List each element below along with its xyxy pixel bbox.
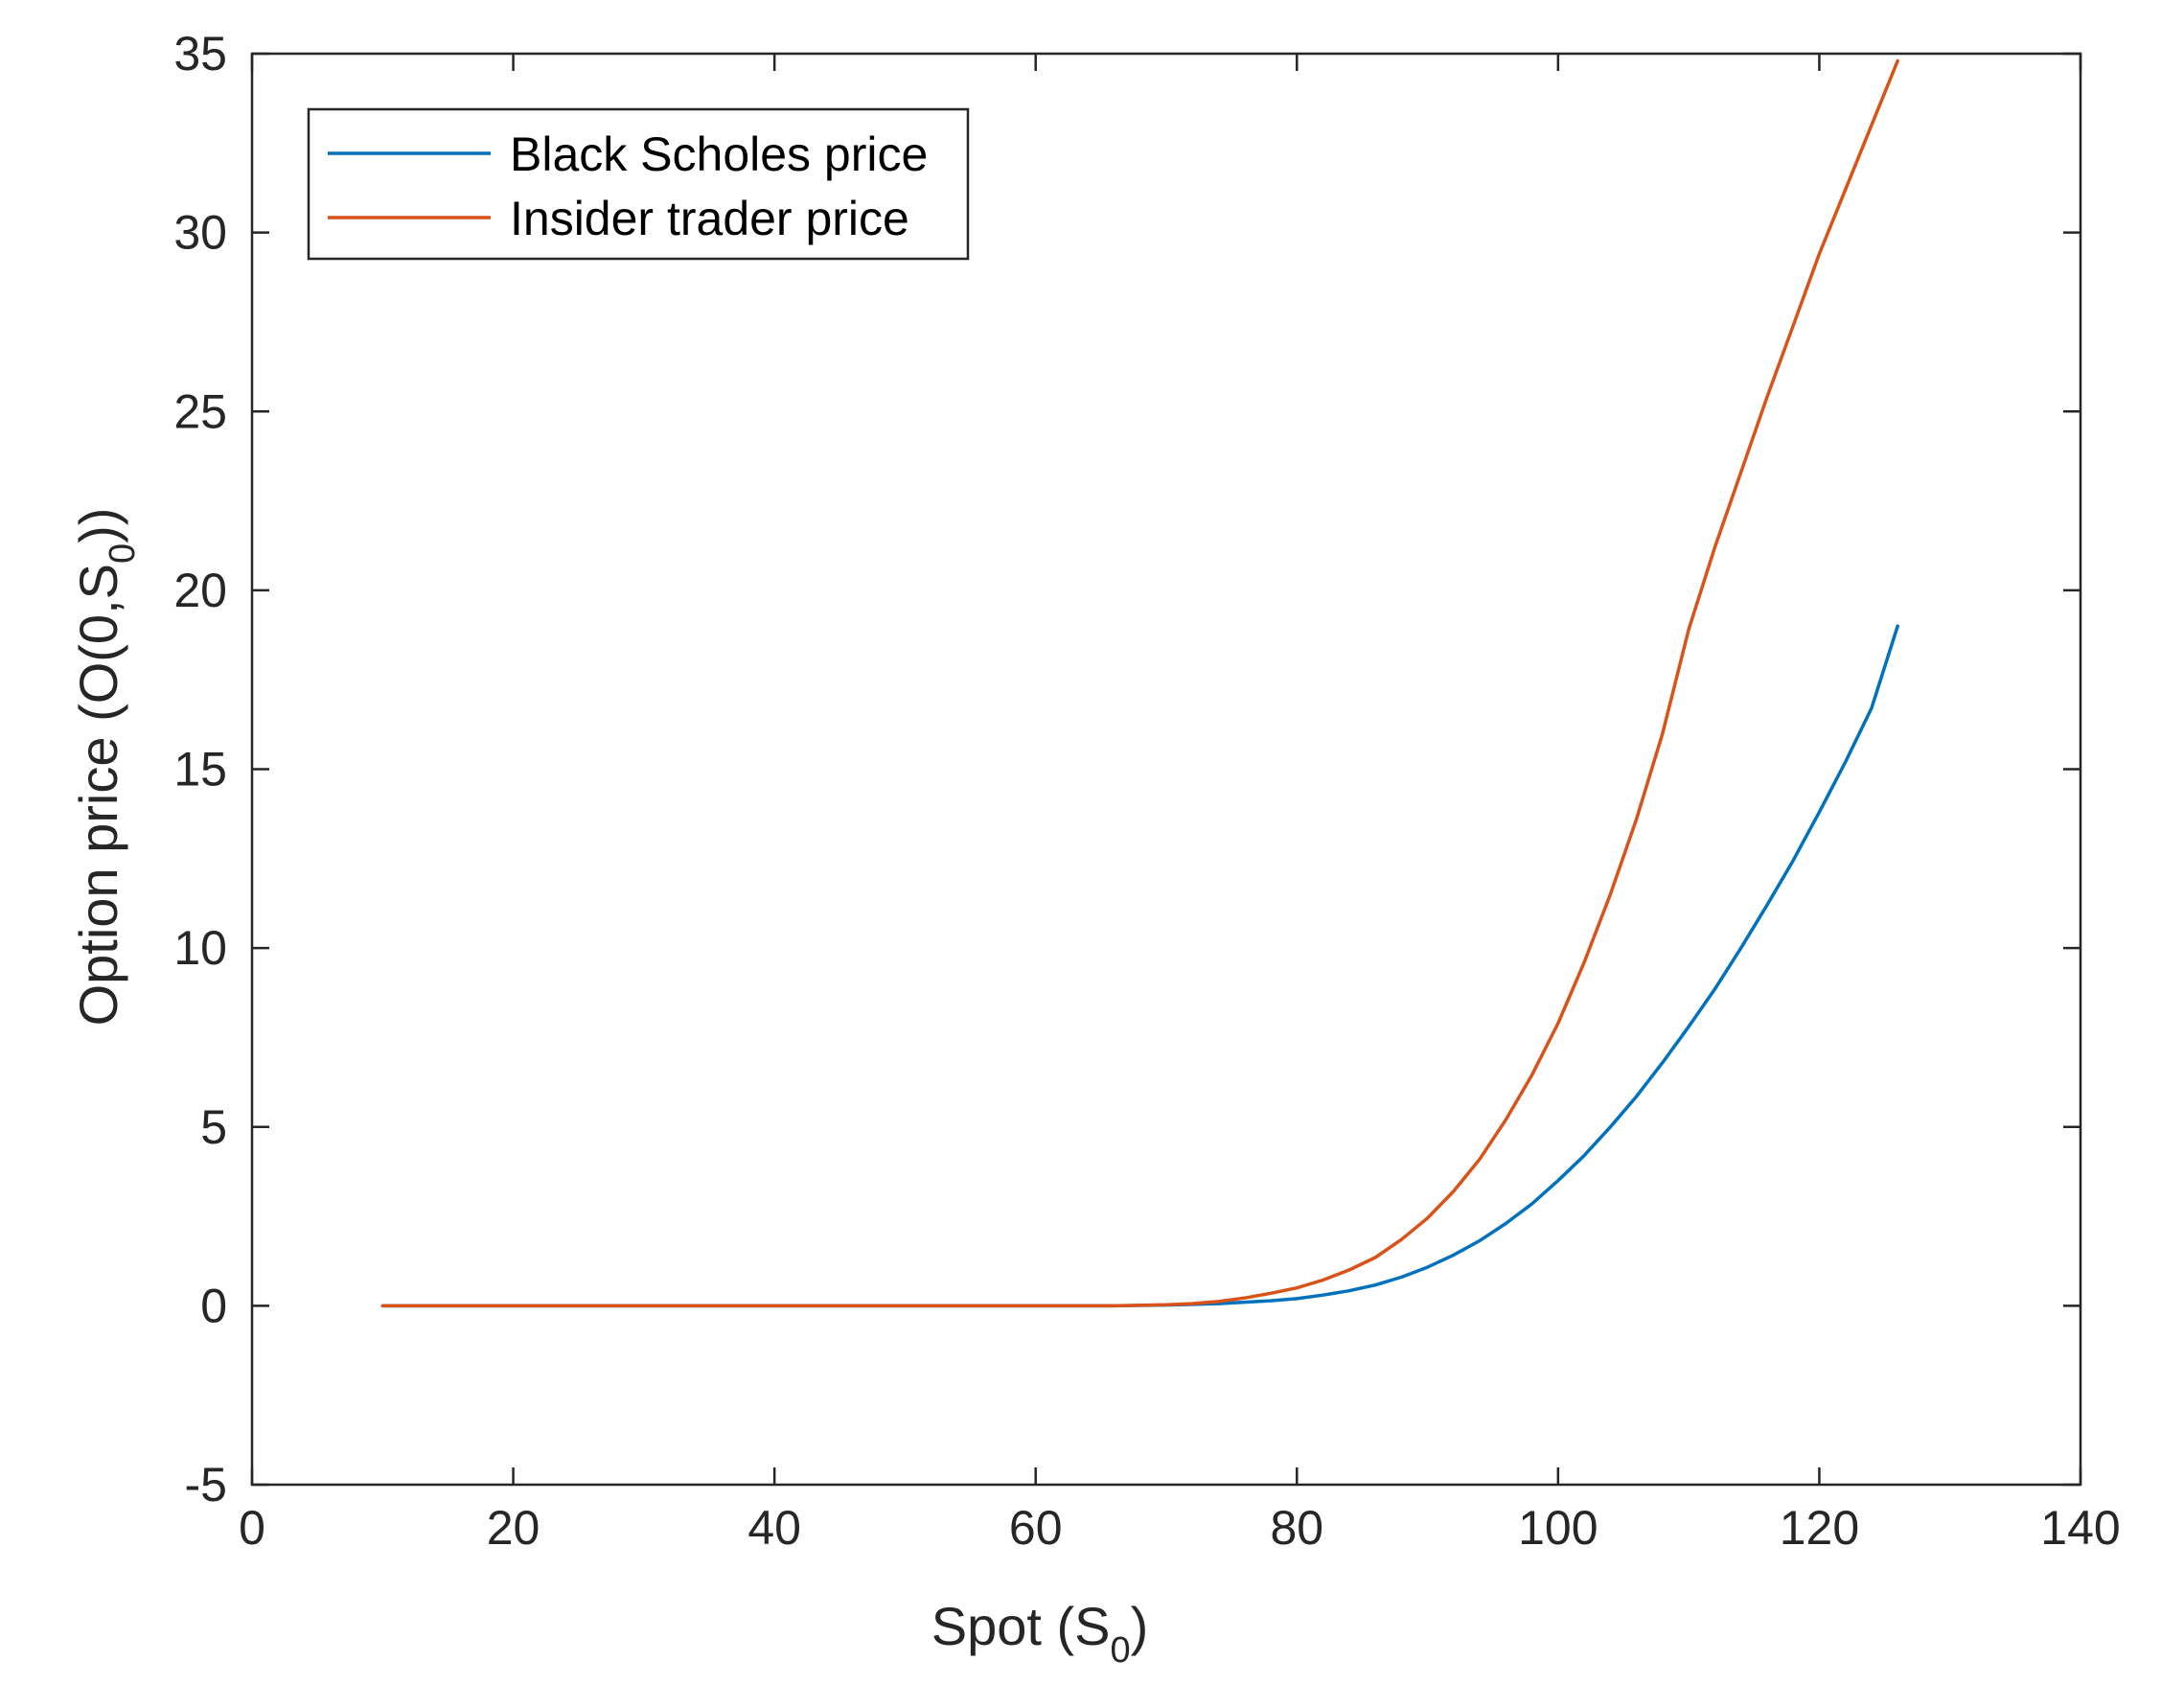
legend: Black Scholes price Insider trader price bbox=[307, 107, 970, 261]
x-axis-title-tail: ) bbox=[1131, 1596, 1149, 1656]
x-axis-title-subscript: 0 bbox=[1110, 1630, 1130, 1671]
series-line-1 bbox=[380, 58, 1899, 1308]
y-tick-label: 0 bbox=[200, 1279, 227, 1332]
y-tick-label: 15 bbox=[173, 743, 227, 796]
y-tick-label: 5 bbox=[200, 1100, 227, 1154]
legend-label-insider-trader: Insider trader price bbox=[510, 192, 909, 245]
x-tick-label: 0 bbox=[239, 1501, 265, 1555]
x-tick-label: 80 bbox=[1270, 1501, 1323, 1555]
y-axis-title-main: Option price (O(0,S bbox=[68, 564, 128, 1026]
y-tick-label: 10 bbox=[173, 921, 227, 975]
plot-area bbox=[380, 58, 1899, 1308]
y-axis-title: Option price (O(0,S0)) bbox=[68, 508, 143, 1027]
x-tick-label: 60 bbox=[1009, 1501, 1063, 1555]
legend-label-black-scholes: Black Scholes price bbox=[510, 127, 928, 181]
x-tick-label: 100 bbox=[1518, 1501, 1598, 1555]
y-tick-label: -5 bbox=[185, 1458, 227, 1512]
y-tick-label: 30 bbox=[173, 206, 227, 260]
x-tick-label: 40 bbox=[747, 1501, 801, 1555]
y-tick-label: 20 bbox=[173, 564, 227, 617]
y-tick-label: 35 bbox=[173, 27, 227, 81]
x-tick-label: 20 bbox=[487, 1501, 540, 1555]
legend-box bbox=[307, 107, 970, 261]
y-tick-label: 25 bbox=[173, 384, 227, 438]
y-axis-title-tail: )) bbox=[68, 508, 128, 543]
axis-ticks bbox=[250, 52, 2082, 1487]
y-axis-title-subscript: 0 bbox=[103, 543, 143, 564]
x-tick-label: 120 bbox=[1780, 1501, 1859, 1555]
x-tick-label: 140 bbox=[2040, 1501, 2120, 1555]
x-axis-title: Spot (S0) bbox=[931, 1596, 1149, 1671]
x-axis-title-main: Spot (S bbox=[931, 1596, 1111, 1656]
